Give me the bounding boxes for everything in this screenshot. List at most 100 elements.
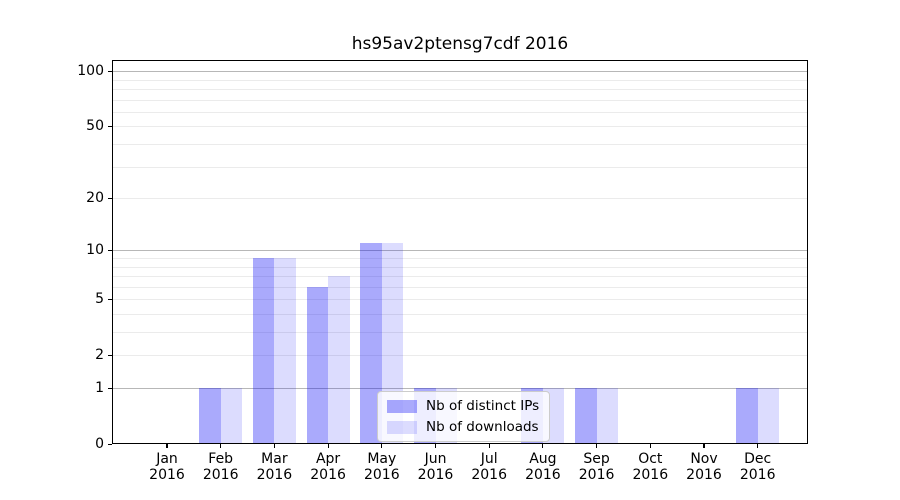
- x-tick-year: 2016: [363, 467, 400, 483]
- legend-entry-downloads: Nb of downloads: [387, 419, 539, 435]
- x-tick-year: 2016: [256, 467, 293, 483]
- y-tick-mark-20: [108, 197, 112, 199]
- x-tick-label-jul: Jul 2016: [447, 451, 531, 483]
- y-tick-label-100: 100: [77, 63, 104, 80]
- bar-distinct-ips-sep: [575, 388, 597, 444]
- gridline-minor-3: [112, 332, 808, 333]
- gridline-minor-4: [112, 314, 808, 315]
- x-tick-mark-jul: [488, 444, 490, 448]
- x-tick-mark-sep: [596, 444, 598, 448]
- gridline-minor-20: [112, 198, 808, 200]
- x-tick-year: 2016: [525, 467, 561, 483]
- bar-distinct-ips-dec: [736, 388, 758, 444]
- y-tick-label-0: 0: [95, 436, 104, 452]
- gridline-minor-40: [112, 144, 808, 145]
- x-tick-month: Feb: [208, 451, 234, 467]
- gridline-minor-2: [112, 355, 808, 357]
- bar-distinct-ips-apr: [306, 286, 329, 444]
- gridline-minor-9: [112, 258, 808, 259]
- legend-label-distinct-ips: Nb of distinct IPs: [426, 398, 540, 414]
- x-tick-month: Jun: [424, 451, 447, 467]
- y-tick-mark-1: [108, 387, 112, 389]
- gridline-minor-80: [112, 89, 808, 90]
- gridline-minor-30: [112, 166, 808, 168]
- x-tick-label-jun: Jun 2016: [394, 451, 478, 483]
- x-tick-label-may: May 2016: [340, 451, 424, 483]
- x-tick-year: 2016: [686, 467, 722, 483]
- x-tick-label-sep: Sep 2016: [555, 451, 639, 483]
- x-tick-label-oct: Oct 2016: [608, 451, 692, 483]
- bar-downloads-apr: [328, 276, 350, 444]
- x-tick-mark-aug: [542, 444, 544, 448]
- x-tick-mark-may: [381, 444, 383, 448]
- bar-distinct-ips-mar: [252, 258, 275, 444]
- gridline-minor-50: [112, 126, 808, 128]
- gridline-major-100: [112, 71, 808, 73]
- x-tick-year: 2016: [632, 467, 669, 483]
- y-tick-label-2: 2: [95, 347, 104, 364]
- x-tick-mark-jun: [434, 444, 437, 448]
- x-tick-month: Mar: [261, 451, 288, 467]
- gridline-minor-6: [112, 286, 808, 288]
- x-tick-label-apr: Apr 2016: [286, 451, 370, 483]
- x-tick-mark-jan: [166, 444, 168, 448]
- x-tick-mark-feb: [220, 444, 222, 448]
- gridline-minor-90: [112, 79, 808, 81]
- y-tick-label-50: 50: [86, 118, 104, 135]
- x-tick-year: 2016: [202, 467, 239, 483]
- legend-swatch-downloads: [387, 420, 417, 434]
- x-tick-mark-nov: [703, 444, 705, 448]
- gridline-minor-7: [112, 276, 808, 277]
- y-tick-mark-50: [108, 125, 112, 128]
- x-tick-year: 2016: [739, 467, 776, 483]
- y-tick-mark-5: [108, 298, 112, 300]
- bar-downloads-sep: [596, 388, 619, 444]
- x-tick-label-nov: Nov 2016: [662, 451, 746, 483]
- x-tick-mark-mar: [273, 444, 275, 448]
- gridline-minor-8: [112, 266, 808, 268]
- x-tick-year: 2016: [471, 467, 507, 483]
- x-tick-mark-apr: [327, 444, 329, 448]
- x-tick-mark-oct: [649, 444, 651, 448]
- x-tick-year: 2016: [149, 467, 185, 483]
- x-tick-month: Jul: [480, 451, 498, 467]
- y-tick-label-5: 5: [95, 291, 104, 308]
- x-tick-month: Oct: [638, 451, 663, 467]
- x-tick-month: Jan: [156, 451, 178, 467]
- x-tick-month: Aug: [529, 451, 557, 467]
- bar-distinct-ips-feb: [199, 388, 221, 444]
- y-tick-mark-100: [108, 70, 112, 72]
- legend-label-downloads: Nb of downloads: [426, 419, 539, 435]
- plot-frame: [112, 60, 808, 444]
- y-tick-label-20: 20: [86, 190, 104, 207]
- bar-downloads-feb: [220, 388, 243, 444]
- gridline-minor-60: [112, 111, 808, 113]
- x-tick-month: Apr: [315, 451, 341, 467]
- x-tick-label-jan: Jan 2016: [125, 451, 209, 483]
- x-tick-year: 2016: [310, 467, 346, 483]
- y-tick-label-10: 10: [86, 242, 104, 259]
- bar-downloads-dec: [757, 388, 780, 444]
- gridline-minor-70: [112, 99, 808, 101]
- legend-entry-distinct-ips: Nb of distinct IPs: [387, 398, 539, 414]
- y-tick-mark-2: [108, 354, 112, 356]
- x-tick-year: 2016: [417, 467, 454, 483]
- x-tick-label-dec: Dec 2016: [716, 451, 800, 483]
- bar-distinct-ips-may: [360, 243, 382, 444]
- chart-title: hs95av2ptensg7cdf 2016: [351, 34, 569, 54]
- x-tick-label-aug: Aug 2016: [501, 451, 585, 483]
- x-tick-year: 2016: [578, 467, 615, 483]
- y-tick-mark-0: [108, 443, 112, 445]
- x-tick-month: Dec: [744, 451, 772, 467]
- gridline-major-10: [112, 250, 808, 252]
- x-tick-month: Sep: [583, 451, 610, 467]
- x-tick-label-mar: Mar 2016: [232, 451, 316, 483]
- x-tick-month: May: [367, 451, 397, 467]
- x-tick-month: Nov: [690, 451, 718, 467]
- legend: Nb of distinct IPs Nb of downloads: [377, 391, 551, 442]
- legend-swatch-distinct-ips: [387, 399, 417, 413]
- x-tick-label-feb: Feb 2016: [179, 451, 263, 483]
- gridline-major-1: [112, 388, 808, 390]
- y-tick-label-1: 1: [95, 380, 104, 396]
